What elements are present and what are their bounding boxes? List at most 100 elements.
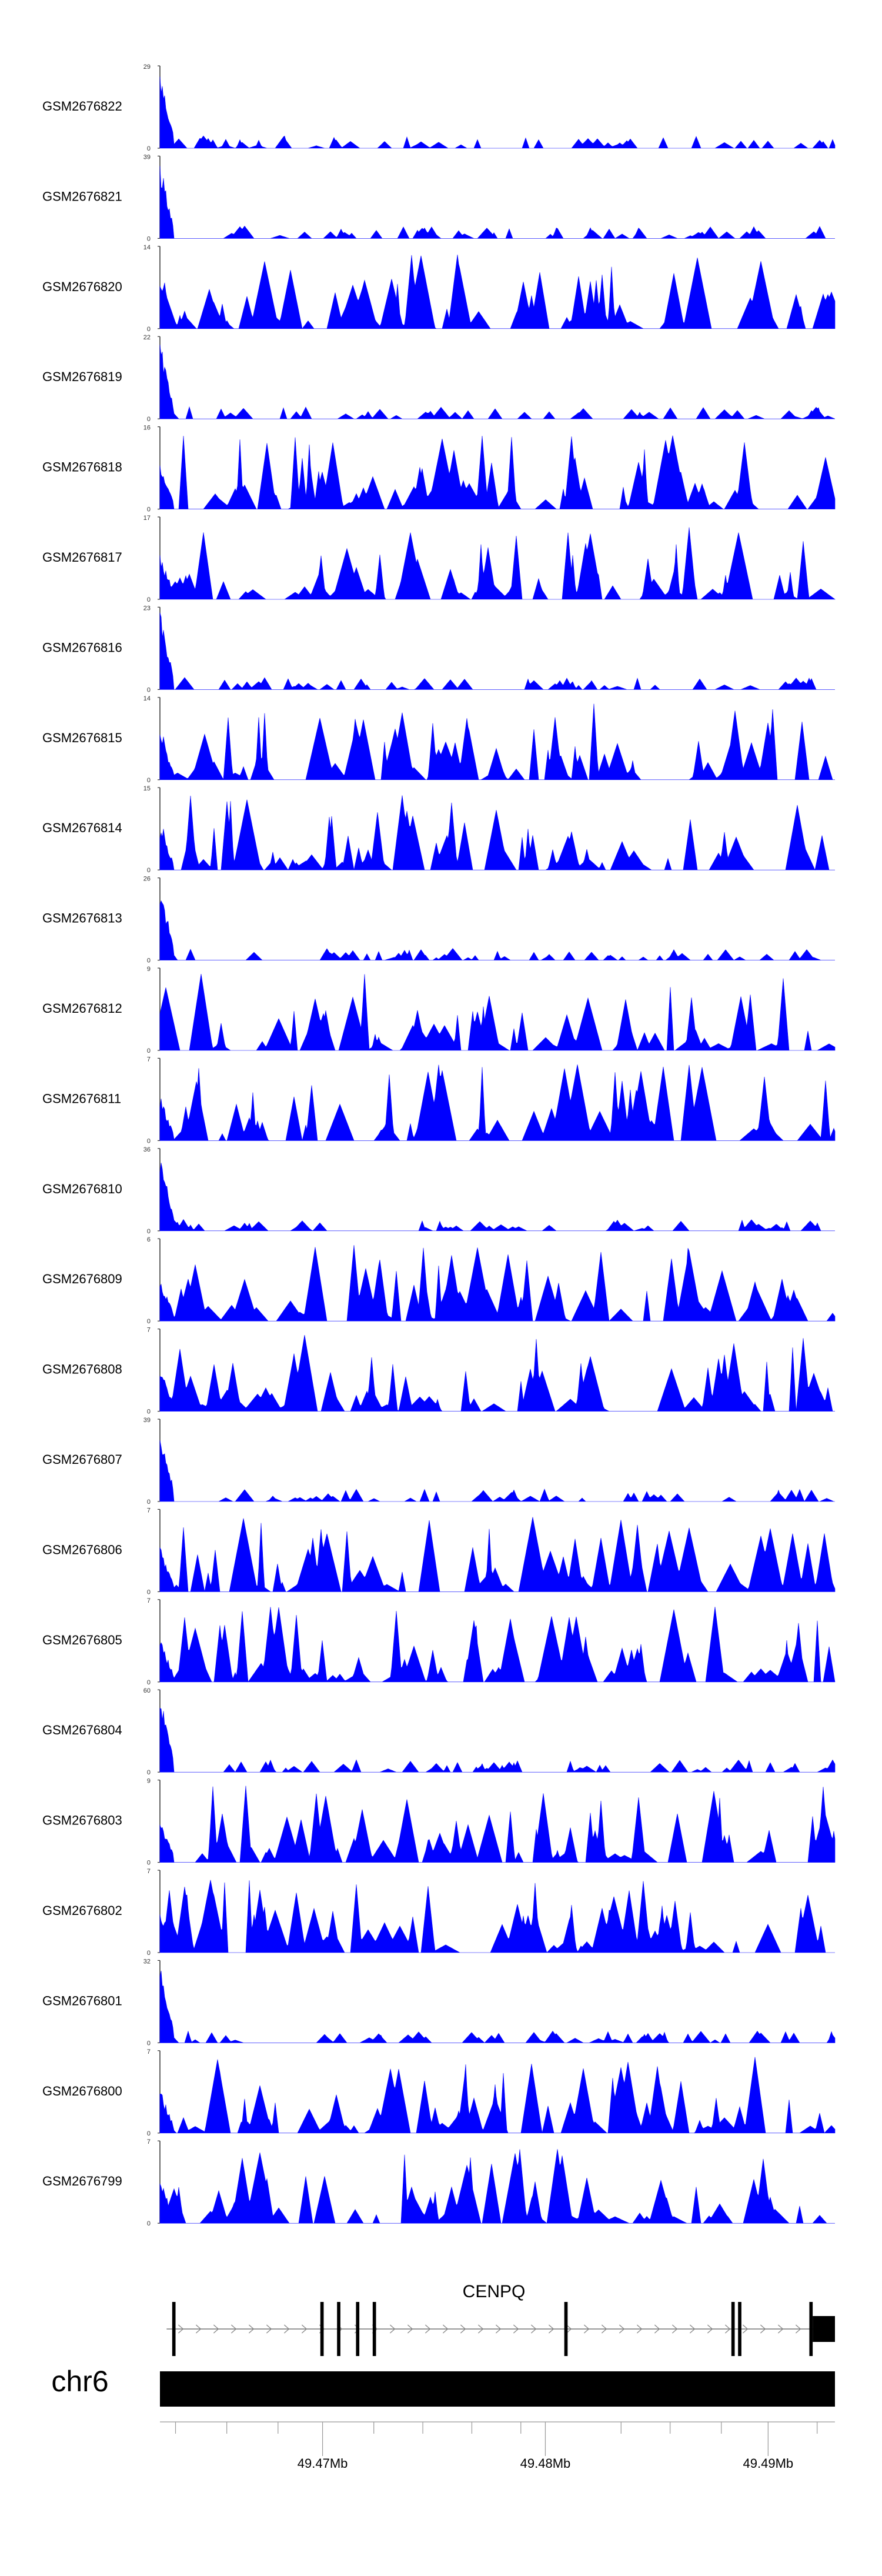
coverage-area bbox=[159, 1517, 836, 1592]
y-max-label: 26 bbox=[143, 876, 151, 883]
y-min-label: 0 bbox=[147, 2220, 151, 2227]
coverage-area bbox=[159, 1607, 836, 1683]
strand-arrow bbox=[795, 2324, 801, 2334]
track-GSM2676806: GSM2676806 7 0 bbox=[42, 1507, 836, 1596]
strand-arrow bbox=[566, 2324, 572, 2334]
y-max-label: 29 bbox=[143, 64, 151, 71]
track-GSM2676807: GSM2676807 39 0 bbox=[42, 1417, 835, 1506]
track-GSM2676822: GSM2676822 29 0 bbox=[42, 64, 836, 152]
coverage-area bbox=[159, 2149, 835, 2224]
y-min-label: 0 bbox=[147, 596, 151, 603]
exon bbox=[356, 2302, 360, 2356]
y-max-label: 16 bbox=[143, 425, 151, 432]
track-GSM2676805: GSM2676805 7 0 bbox=[42, 1597, 836, 1686]
y-min-label: 0 bbox=[147, 2130, 151, 2137]
track-GSM2676816: GSM2676816 23 0 bbox=[42, 605, 835, 693]
track-GSM2676811: GSM2676811 7 0 bbox=[42, 1056, 836, 1144]
track-label: GSM2676811 bbox=[42, 1091, 121, 1106]
coverage-area bbox=[159, 2057, 836, 2134]
y-min-label: 0 bbox=[147, 145, 151, 152]
strand-arrow bbox=[689, 2324, 696, 2334]
y-max-label: 9 bbox=[147, 966, 151, 973]
track-GSM2676799: GSM2676799 7 0 bbox=[42, 2138, 835, 2227]
strand-arrow bbox=[619, 2324, 625, 2334]
track-GSM2676800: GSM2676800 7 0 bbox=[42, 2048, 836, 2137]
track-GSM2676814: GSM2676814 15 0 bbox=[42, 785, 835, 874]
exon bbox=[172, 2302, 176, 2356]
gene-name-label: CENPQ bbox=[463, 2282, 526, 2301]
track-GSM2676802: GSM2676802 7 0 bbox=[42, 1868, 835, 1957]
track-GSM2676804: GSM2676804 60 0 bbox=[42, 1687, 836, 1776]
track-label: GSM2676819 bbox=[42, 369, 122, 384]
y-min-label: 0 bbox=[147, 416, 151, 423]
coverage-area bbox=[159, 1163, 835, 1232]
y-min-label: 0 bbox=[147, 1409, 151, 1416]
strand-arrow bbox=[213, 2324, 219, 2334]
track-GSM2676813: GSM2676813 26 0 bbox=[42, 876, 835, 965]
track-GSM2676820: GSM2676820 14 0 bbox=[42, 244, 836, 333]
track-label: GSM2676821 bbox=[42, 189, 122, 203]
coverage-area bbox=[159, 1064, 836, 1141]
track-label: GSM2676806 bbox=[42, 1542, 122, 1557]
exon bbox=[337, 2302, 340, 2356]
coverage-area bbox=[159, 435, 836, 509]
exon bbox=[813, 2316, 835, 2342]
coverage-area bbox=[159, 1708, 836, 1773]
y-max-label: 7 bbox=[147, 2138, 151, 2145]
track-GSM2676803: GSM2676803 9 0 bbox=[42, 1778, 836, 1867]
track-GSM2676801: GSM2676801 32 0 bbox=[42, 1958, 836, 2047]
y-min-label: 0 bbox=[147, 1499, 151, 1506]
strand-arrow bbox=[460, 2324, 466, 2334]
strand-arrow bbox=[389, 2324, 396, 2334]
coverage-area bbox=[159, 1334, 835, 1412]
y-min-label: 0 bbox=[147, 326, 151, 333]
track-label: GSM2676803 bbox=[42, 1813, 122, 1828]
exon bbox=[809, 2302, 813, 2356]
y-max-label: 60 bbox=[143, 1687, 151, 1694]
coverage-area bbox=[159, 166, 835, 239]
strand-arrow bbox=[495, 2324, 502, 2334]
y-min-label: 0 bbox=[147, 1679, 151, 1686]
track-label: GSM2676820 bbox=[42, 279, 122, 294]
coverage-area bbox=[159, 1440, 835, 1502]
track-label: GSM2676815 bbox=[42, 730, 122, 745]
strand-arrow bbox=[248, 2324, 255, 2334]
track-GSM2676815: GSM2676815 14 0 bbox=[42, 695, 835, 784]
y-max-label: 7 bbox=[147, 1868, 151, 1875]
strand-arrow bbox=[407, 2324, 413, 2334]
track-label: GSM2676800 bbox=[42, 2084, 122, 2098]
strand-arrow bbox=[777, 2324, 784, 2334]
coverage-area bbox=[159, 1786, 836, 1863]
coverage-tracks: GSM2676822290GSM2676821390GSM2676820140G… bbox=[42, 64, 836, 2227]
track-label: GSM2676813 bbox=[42, 911, 122, 926]
track-label: GSM2676808 bbox=[42, 1362, 122, 1377]
track-GSM2676812: GSM2676812 9 0 bbox=[42, 966, 836, 1055]
y-min-label: 0 bbox=[147, 1769, 151, 1776]
track-label: GSM2676822 bbox=[42, 99, 122, 114]
strand-arrow bbox=[530, 2324, 537, 2334]
track-label: GSM2676802 bbox=[42, 1903, 122, 1918]
track-GSM2676818: GSM2676818 16 0 bbox=[42, 425, 836, 513]
track-label: GSM2676799 bbox=[42, 2174, 122, 2188]
track-label: GSM2676804 bbox=[42, 1723, 122, 1737]
strand-arrow bbox=[230, 2324, 237, 2334]
y-max-label: 6 bbox=[147, 1236, 151, 1243]
y-min-label: 0 bbox=[147, 686, 151, 693]
coverage-area bbox=[159, 1880, 835, 1953]
y-max-label: 23 bbox=[143, 605, 151, 612]
axis-tick-label: 49.47Mb bbox=[298, 2456, 348, 2471]
y-min-label: 0 bbox=[147, 867, 151, 874]
track-label: GSM2676817 bbox=[42, 550, 122, 565]
exon bbox=[564, 2302, 568, 2356]
y-min-label: 0 bbox=[147, 1137, 151, 1144]
chromosome-name-label: chr6 bbox=[51, 2365, 108, 2398]
strand-arrow bbox=[707, 2324, 713, 2334]
coverage-area bbox=[159, 612, 835, 690]
strand-arrow bbox=[178, 2324, 184, 2334]
strand-arrow bbox=[724, 2324, 731, 2334]
track-label: GSM2676816 bbox=[42, 640, 122, 655]
exon bbox=[372, 2302, 376, 2356]
coverage-area bbox=[159, 900, 835, 960]
strand-arrow bbox=[583, 2324, 590, 2334]
y-max-label: 32 bbox=[143, 1958, 151, 1965]
